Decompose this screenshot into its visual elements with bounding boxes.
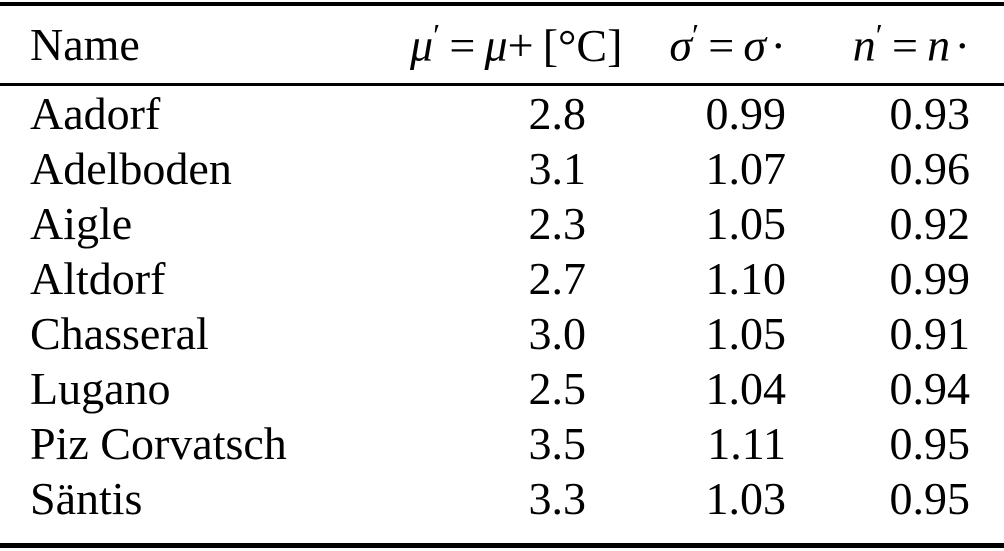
sigma-value: 1.03 [705, 473, 787, 524]
station-name: Adelboden [30, 143, 232, 194]
n-value: 0.94 [889, 363, 971, 414]
mu-value: 2.3 [528, 198, 587, 249]
n-symbol: n [927, 19, 951, 71]
n-prime-symbol: n [852, 19, 876, 71]
station-name: Aigle [30, 198, 133, 249]
table-row: Altdorf 2.7 1.10 0.99 [0, 251, 1004, 306]
table-row: Säntis 3.3 1.03 0.95 [0, 471, 1004, 526]
table-row: Lugano 2.5 1.04 0.94 [0, 361, 1004, 416]
table-header-row: Name μ′ = μ+ [°C] σ′ = σ· n′ = n· [0, 6, 1004, 83]
station-name: Altdorf [30, 253, 166, 304]
column-header-sigma: σ′ = σ· [586, 17, 786, 71]
cdot-operator: · [954, 19, 970, 71]
sigma-value: 0.99 [705, 88, 787, 139]
station-name: Chasseral [30, 308, 209, 359]
table-body: Aadorf 2.8 0.99 0.93 Adelboden 3.1 1.07 … [0, 86, 1004, 526]
mu-value: 3.0 [528, 308, 587, 359]
mu-value: 2.8 [528, 88, 587, 139]
table-bottom-rule [0, 543, 1004, 548]
table-row: Aadorf 2.8 0.99 0.93 [0, 86, 1004, 141]
equals-sign: = [708, 19, 735, 71]
station-name: Aadorf [30, 88, 161, 139]
table-row: Adelboden 3.1 1.07 0.96 [0, 141, 1004, 196]
mu-value: 3.3 [528, 473, 587, 524]
prime-mark: ′ [433, 17, 441, 54]
station-name: Säntis [30, 473, 143, 524]
n-value: 0.96 [889, 143, 971, 194]
n-value: 0.99 [889, 253, 971, 304]
mu-value: 3.5 [528, 418, 587, 469]
mu-value: 2.7 [528, 253, 587, 304]
table-row: Piz Corvatsch 3.5 1.11 0.95 [0, 416, 1004, 471]
n-value: 0.95 [889, 473, 971, 524]
celsius-unit: [°C] [542, 19, 623, 71]
cdot-operator: · [770, 19, 786, 71]
sigma-value: 1.10 [705, 253, 787, 304]
n-value: 0.93 [889, 88, 971, 139]
prime-mark: ′ [875, 17, 883, 54]
column-header-name: Name [30, 19, 140, 70]
table-top-rule [0, 2, 1004, 6]
sigma-prime-symbol: σ [669, 19, 693, 71]
equals-sign: = [891, 19, 918, 71]
table-row: Aigle 2.3 1.05 0.92 [0, 196, 1004, 251]
n-value: 0.92 [889, 198, 971, 249]
mu-value: 3.1 [528, 143, 587, 194]
n-value: 0.91 [889, 308, 971, 359]
sigma-value: 1.07 [705, 143, 787, 194]
table-row: Chasseral 3.0 1.05 0.91 [0, 306, 1004, 361]
mu-symbol: μ [484, 19, 508, 71]
sigma-value: 1.11 [707, 418, 786, 469]
sigma-value: 1.05 [705, 198, 787, 249]
mu-value: 2.5 [528, 363, 587, 414]
prime-mark: ′ [692, 17, 700, 54]
station-name: Piz Corvatsch [30, 418, 287, 469]
equals-sign: = [449, 19, 476, 71]
sigma-value: 1.04 [705, 363, 787, 414]
station-name: Lugano [30, 363, 171, 414]
plus-sign: + [507, 19, 534, 71]
n-value: 0.95 [889, 418, 971, 469]
column-header-n: n′ = n· [786, 17, 970, 71]
column-header-mu: μ′ = μ+ [°C] [410, 17, 622, 71]
sigma-value: 1.05 [705, 308, 787, 359]
sigma-symbol: σ [743, 19, 767, 71]
mu-prime-symbol: μ [410, 19, 434, 71]
table-header-rule [0, 83, 1004, 86]
